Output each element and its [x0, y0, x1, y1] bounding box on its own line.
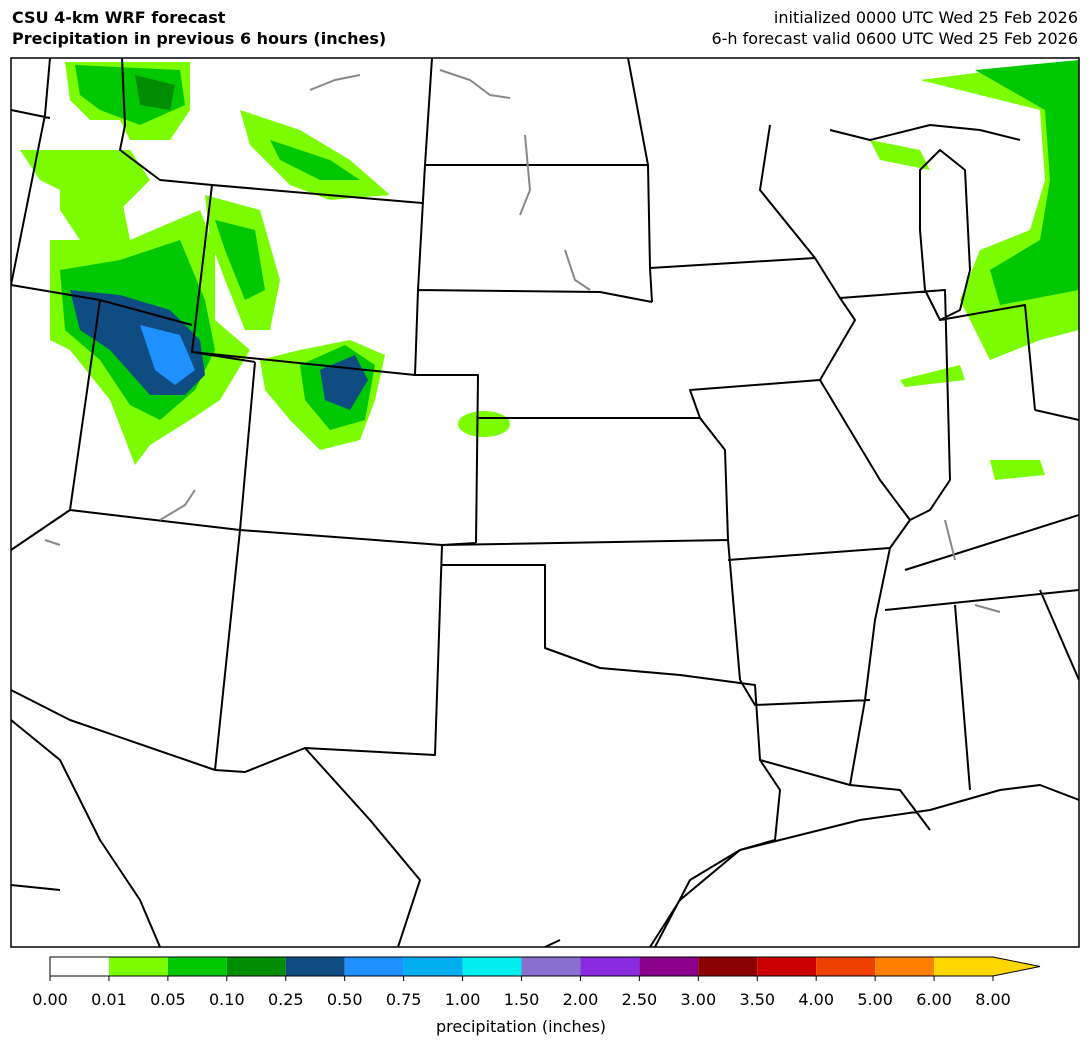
colorbar-segment	[226, 957, 286, 976]
colorbar-segment	[580, 957, 640, 976]
colorbar-segment	[816, 957, 876, 976]
init-time: initialized 0000 UTC Wed 25 Feb 2026	[774, 8, 1078, 27]
subtitle: Precipitation in previous 6 hours (inche…	[12, 29, 386, 48]
colorbar-tick-label: 8.00	[975, 990, 1011, 1009]
colorbar-segment	[108, 957, 168, 976]
precip-areas	[20, 60, 1079, 480]
colorbar-segment	[639, 957, 699, 976]
colorbar-segment	[698, 957, 758, 976]
colorbar-tick-label: 5.00	[857, 990, 893, 1009]
colorbar-segment	[875, 957, 935, 976]
colorbar-tick-label: 0.05	[150, 990, 186, 1009]
colorbar-segment	[50, 957, 109, 976]
map	[10, 57, 1080, 948]
colorbar-tick-label: 0.01	[91, 990, 127, 1009]
valid-time: 6-h forecast valid 0600 UTC Wed 25 Feb 2…	[711, 29, 1078, 48]
colorbar-tick-label: 6.00	[916, 990, 952, 1009]
colorbar-tick-label: 0.10	[209, 990, 245, 1009]
colorbar-label: precipitation (inches)	[436, 1017, 606, 1036]
colorbar-tick-label: 2.50	[622, 990, 658, 1009]
colorbar-tick-label: 3.00	[681, 990, 717, 1009]
boundaries	[11, 58, 1079, 947]
colorbar-segment	[344, 957, 404, 976]
colorbar-tick-label: 1.50	[504, 990, 540, 1009]
colorbar-tick-label: 3.50	[739, 990, 775, 1009]
colorbar-segment	[167, 957, 227, 976]
colorbar-segment	[285, 957, 345, 976]
title: CSU 4-km WRF forecast	[12, 8, 226, 27]
colorbar-tick-label: 4.00	[798, 990, 834, 1009]
colorbar-tick-label: 2.00	[563, 990, 599, 1009]
colorbar-tick-label: 0.50	[327, 990, 363, 1009]
colorbar-segment	[934, 957, 993, 976]
map-frame	[10, 57, 1080, 948]
colorbar-tick-label: 1.00	[445, 990, 481, 1009]
colorbar-segment	[403, 957, 463, 976]
colorbar-tick-label: 0.00	[32, 990, 68, 1009]
colorbar-segment	[521, 957, 581, 976]
colorbar-tick-label: 0.25	[268, 990, 304, 1009]
colorbar-extension	[993, 957, 1040, 976]
colorbar-outline	[49, 956, 1041, 977]
colorbar-segment	[462, 957, 522, 976]
colorbar: 0.00 0.01 0.05 0.10 0.25 0.50 0.75 1.00 1.50 2.00…	[32, 956, 1041, 1009]
colorbar-segment	[757, 957, 817, 976]
colorbar-tick-label: 0.75	[386, 990, 422, 1009]
